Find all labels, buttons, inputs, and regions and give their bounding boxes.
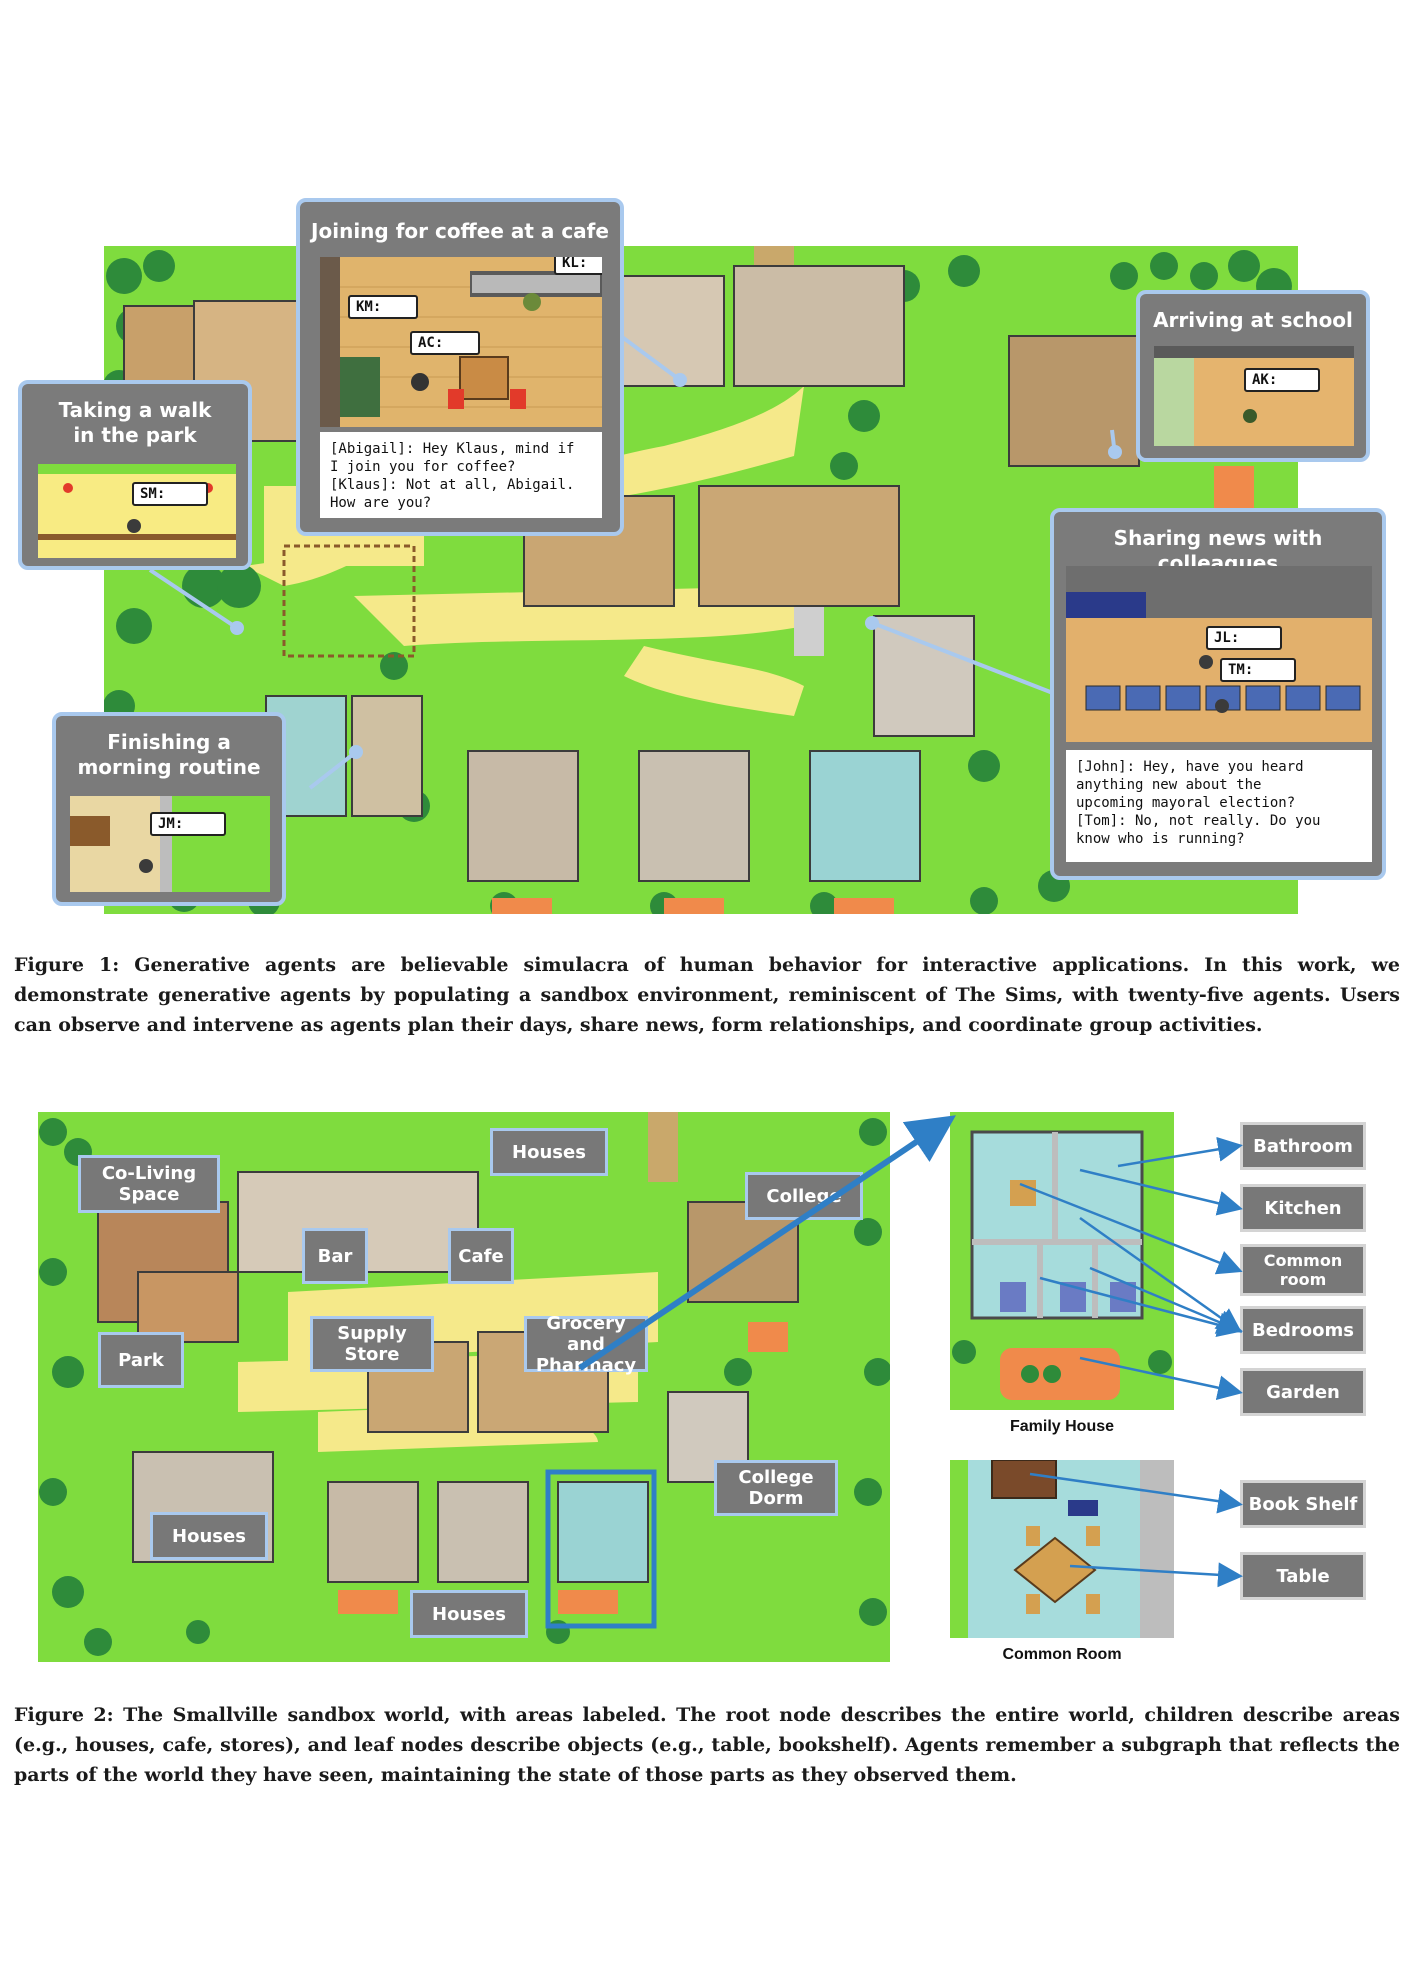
dialogue-line: upcoming mayoral election?	[1076, 795, 1296, 811]
dirt-road	[648, 1112, 678, 1182]
area-label-cafe: Cafe	[448, 1228, 514, 1284]
callout-title: Arriving at school	[1153, 308, 1353, 332]
callout-title-line1: Taking a walk	[58, 398, 212, 422]
school-scene: AK:	[1154, 346, 1354, 446]
dialogue-line: [Abigail]: Hey Klaus, mind if	[330, 441, 575, 457]
cafe-scene: KM: AC: KL:	[320, 257, 602, 427]
garden	[492, 466, 1254, 914]
area-label-houses-bottom: Houses	[410, 1590, 528, 1638]
area-label-co-living-space: Co-Living Space	[78, 1155, 220, 1213]
speech-bubble-kl: KL:	[554, 257, 602, 275]
speech-bubble-ac: AC:	[410, 331, 480, 355]
morning-scene: JM:	[70, 796, 270, 892]
area-label-supply-store: Supply Store	[310, 1316, 434, 1372]
speech-bubble-tm: TM:	[1220, 658, 1296, 682]
speech-bubble-sm: SM:	[132, 482, 208, 506]
callout-park: Taking a walk in the park SM:	[18, 380, 252, 570]
area-label-college-dorm: College Dorm	[714, 1460, 838, 1516]
callout-title: Joining for coffee at a cafe	[311, 219, 609, 243]
speech-bubble-jl: JL:	[1206, 626, 1282, 650]
callout-cafe: Joining for coffee at a cafe KM: AC:	[296, 198, 624, 536]
dialogue-line: [John]: Hey, have you heard	[1076, 759, 1304, 775]
speech-bubble-km: KM:	[348, 295, 418, 319]
dialogue-line: How are you?	[330, 495, 432, 511]
label-book-shelf: Book Shelf	[1240, 1480, 1366, 1528]
callout-title-line1: Finishing a	[107, 730, 231, 754]
area-label-houses-top: Houses	[490, 1128, 608, 1176]
dialogue-line: [Tom]: No, not really. Do you	[1076, 813, 1321, 829]
label-bathroom: Bathroom	[1240, 1122, 1366, 1170]
area-label-park: Park	[98, 1332, 184, 1388]
store-interior	[1066, 566, 1372, 742]
callout-title-line2: morning routine	[77, 755, 261, 779]
park-scene: SM:	[38, 464, 236, 558]
house-interior	[70, 796, 270, 892]
callout-school: Arriving at school AK:	[1136, 290, 1370, 462]
park-fence	[282, 544, 416, 658]
cafe-interior	[320, 257, 602, 427]
dialogue-line: [Klaus]: Not at all, Abigail.	[330, 477, 575, 493]
figure2-caption: Figure 2: The Smallville sandbox world, …	[14, 1704, 1400, 1786]
park-tree	[217, 564, 261, 608]
label-garden: Garden	[1240, 1368, 1366, 1416]
common-room-caption: Common Room	[1002, 1646, 1122, 1663]
school-interior	[1154, 346, 1354, 446]
dialogue-line: know who is running?	[1076, 831, 1245, 847]
label-common-room: Common room	[1240, 1244, 1366, 1296]
dialogue-line: anything new about the	[1076, 777, 1262, 793]
colleagues-dialogue: [John]: Hey, have you heard anything new…	[1066, 750, 1372, 862]
label-kitchen: Kitchen	[1240, 1184, 1366, 1232]
dialogue-line: I join you for coffee?	[330, 459, 516, 475]
label-table: Table	[1240, 1552, 1366, 1600]
family-house-caption: Family House	[1009, 1418, 1115, 1435]
cafe-dialogue: [Abigail]: Hey Klaus, mind if I join you…	[320, 432, 602, 518]
speech-bubble-jm: JM:	[150, 812, 226, 836]
figure2-arrows	[578, 1115, 1243, 1588]
speech-bubble-ak: AK:	[1244, 368, 1320, 392]
callout-colleagues: Sharing news with colleagues JL: TM: [Jo…	[1050, 508, 1386, 880]
figure1-caption: Figure 1: Generative agents are believab…	[14, 954, 1400, 1036]
callout-morning-routine: Finishing a morning routine JM:	[52, 712, 286, 906]
figure1-connectors	[148, 326, 1122, 790]
highlight-family-house	[545, 1469, 657, 1629]
callout-title-line2: in the park	[73, 423, 197, 447]
area-label-houses-left: Houses	[150, 1512, 268, 1560]
label-bedrooms: Bedrooms	[1240, 1306, 1366, 1354]
area-label-bar: Bar	[302, 1228, 368, 1284]
park-ground	[38, 464, 236, 558]
garden	[338, 1322, 788, 1614]
colleagues-scene: JL: TM:	[1066, 566, 1372, 742]
